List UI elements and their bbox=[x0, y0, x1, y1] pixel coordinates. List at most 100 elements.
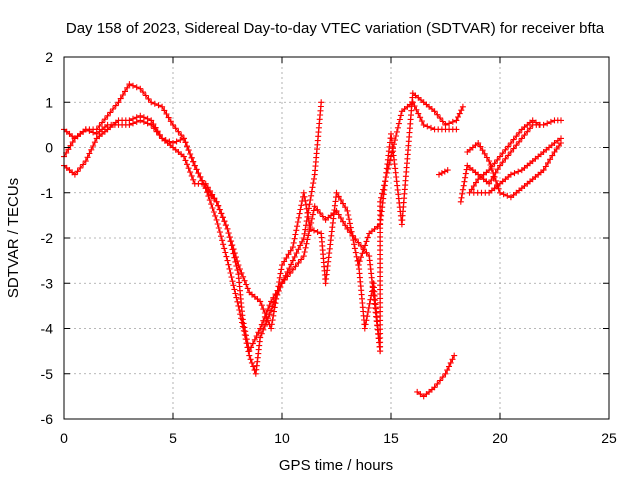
plus-marker bbox=[115, 99, 122, 106]
plus-marker bbox=[491, 173, 498, 180]
plus-marker bbox=[242, 336, 249, 343]
plus-marker bbox=[542, 163, 549, 170]
plus-marker bbox=[230, 282, 237, 289]
plus-marker bbox=[212, 212, 219, 219]
plus-marker bbox=[289, 244, 296, 251]
plus-marker bbox=[239, 323, 246, 330]
plus-marker bbox=[204, 184, 211, 191]
plus-marker bbox=[140, 118, 147, 125]
plus-marker bbox=[112, 102, 119, 109]
plus-marker bbox=[224, 225, 231, 232]
plus-marker bbox=[206, 197, 213, 204]
plus-marker bbox=[366, 300, 373, 307]
plus-marker bbox=[389, 139, 395, 146]
plus-marker bbox=[185, 165, 192, 172]
series-trace bbox=[416, 355, 455, 398]
y-tick-label: -6 bbox=[41, 411, 54, 427]
plus-marker bbox=[307, 225, 314, 232]
plus-marker bbox=[237, 266, 243, 272]
plus-marker bbox=[148, 121, 155, 128]
plus-marker bbox=[351, 241, 358, 248]
plus-marker bbox=[513, 142, 520, 149]
plus-marker bbox=[417, 114, 424, 121]
plus-marker bbox=[363, 249, 370, 256]
plus-marker bbox=[244, 344, 251, 351]
plus-marker bbox=[364, 313, 371, 320]
plus-marker bbox=[494, 181, 501, 188]
plus-marker bbox=[247, 356, 254, 363]
plus-marker bbox=[487, 162, 494, 168]
plus-marker bbox=[434, 380, 441, 387]
plus-marker bbox=[210, 209, 217, 215]
plus-marker bbox=[268, 307, 275, 314]
plus-marker bbox=[110, 106, 116, 112]
plus-marker bbox=[337, 215, 344, 222]
plus-marker bbox=[364, 234, 371, 241]
plus-marker bbox=[424, 123, 431, 130]
plus-marker bbox=[479, 147, 486, 154]
plus-marker bbox=[507, 171, 514, 178]
plus-marker bbox=[458, 107, 465, 114]
plus-marker bbox=[258, 321, 265, 328]
plus-marker bbox=[461, 178, 468, 185]
plus-marker bbox=[347, 224, 354, 231]
plus-marker bbox=[273, 291, 280, 298]
plus-marker bbox=[240, 273, 247, 280]
plus-marker bbox=[304, 236, 311, 243]
plus-marker bbox=[342, 222, 349, 229]
plus-marker bbox=[202, 180, 209, 187]
plus-marker bbox=[495, 185, 502, 192]
plus-marker bbox=[497, 153, 503, 160]
plus-marker bbox=[308, 188, 315, 195]
plus-marker bbox=[301, 230, 308, 237]
plus-marker bbox=[446, 120, 453, 127]
plus-marker bbox=[275, 283, 282, 290]
plus-marker bbox=[208, 201, 215, 208]
plus-marker bbox=[311, 203, 318, 210]
plus-marker bbox=[418, 118, 425, 125]
plus-marker bbox=[348, 228, 355, 235]
plus-marker bbox=[228, 274, 235, 281]
plus-marker bbox=[295, 214, 302, 221]
plus-marker bbox=[188, 154, 195, 161]
plus-marker bbox=[297, 206, 304, 213]
plus-marker bbox=[516, 129, 523, 136]
plus-marker bbox=[483, 154, 490, 161]
plus-marker bbox=[270, 312, 277, 319]
plus-marker bbox=[380, 191, 387, 198]
plus-marker bbox=[428, 124, 434, 131]
plus-marker bbox=[536, 121, 543, 128]
plus-marker bbox=[470, 183, 477, 189]
plus-marker bbox=[286, 265, 293, 272]
plus-marker bbox=[360, 246, 367, 253]
plus-marker bbox=[442, 121, 449, 128]
series-track-1 bbox=[61, 81, 325, 355]
plus-marker bbox=[303, 201, 309, 208]
plus-marker bbox=[237, 311, 244, 318]
plus-marker bbox=[318, 99, 325, 106]
plus-marker bbox=[226, 234, 233, 240]
x-tick-label: 5 bbox=[169, 430, 177, 446]
plus-marker bbox=[504, 192, 511, 199]
plus-marker bbox=[126, 81, 133, 88]
plus-marker bbox=[540, 167, 547, 174]
plus-marker bbox=[255, 329, 262, 336]
plus-marker bbox=[281, 258, 288, 265]
plus-marker bbox=[505, 152, 512, 159]
plus-marker bbox=[153, 128, 160, 135]
plus-marker bbox=[243, 281, 250, 288]
plus-marker bbox=[300, 189, 307, 196]
y-tick-label: 2 bbox=[45, 49, 53, 65]
plus-marker bbox=[285, 251, 292, 258]
plus-marker bbox=[278, 266, 285, 273]
plus-marker bbox=[340, 200, 346, 207]
plus-marker bbox=[151, 100, 158, 107]
plus-marker bbox=[507, 140, 514, 146]
series-track-10 bbox=[464, 140, 564, 201]
plus-marker bbox=[300, 235, 307, 241]
plus-marker bbox=[283, 254, 290, 261]
plus-marker bbox=[191, 162, 198, 169]
plus-marker bbox=[230, 246, 237, 253]
plus-marker bbox=[234, 298, 241, 305]
plus-marker bbox=[223, 253, 230, 260]
